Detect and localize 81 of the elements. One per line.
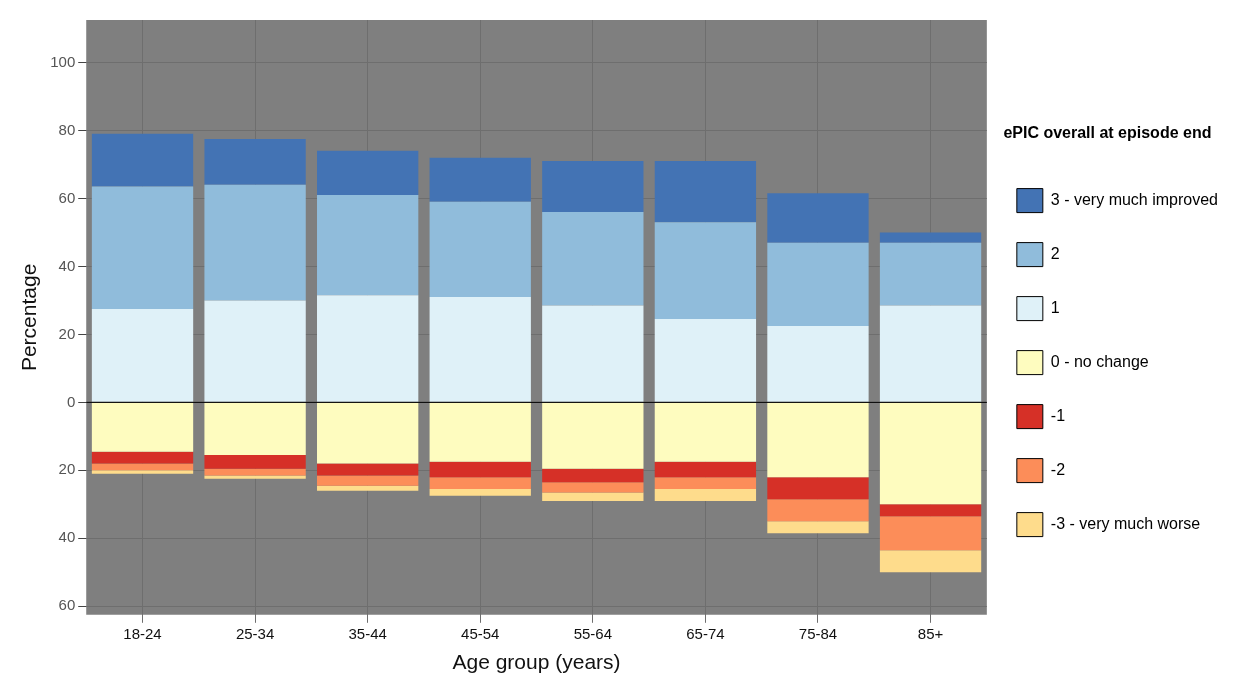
bar	[654, 319, 757, 402]
y-tick-label: 80	[58, 120, 76, 138]
legend-label: -1	[1050, 407, 1066, 425]
bar	[91, 186, 194, 309]
bar	[542, 161, 644, 213]
y-tick-label: 60	[58, 188, 76, 206]
bar	[204, 455, 306, 469]
legend-label: 1	[1050, 299, 1060, 317]
bar	[767, 477, 869, 500]
bar	[317, 485, 419, 491]
bar	[317, 295, 419, 402]
bar	[879, 504, 982, 517]
bar	[429, 477, 531, 490]
legend-label: 0 - no change	[1050, 353, 1149, 371]
bar	[91, 308, 194, 402]
bar	[204, 475, 306, 479]
x-tick-label: 65-74	[686, 624, 725, 642]
bar	[317, 195, 419, 296]
x-tick-label: 18-24	[123, 624, 162, 642]
bar	[429, 157, 531, 202]
x-tick-label: 35-44	[348, 624, 387, 642]
bar	[879, 516, 982, 551]
bar	[542, 212, 644, 306]
bar	[879, 242, 982, 306]
y-tick-label: 60	[58, 596, 76, 614]
bar	[91, 133, 194, 187]
y-axis-title: Percentage	[17, 263, 41, 372]
bar	[317, 402, 419, 464]
bar	[767, 521, 869, 534]
legend-label: -3 - very much worse	[1050, 515, 1201, 533]
y-tick-label: 20	[58, 324, 76, 342]
bar	[204, 300, 306, 402]
bar	[654, 402, 757, 462]
x-tick-label: 75-84	[798, 624, 838, 642]
bar	[767, 242, 869, 326]
bar	[879, 232, 982, 243]
bar	[204, 184, 306, 301]
bar	[654, 222, 757, 320]
x-tick-label: 55-64	[573, 624, 613, 642]
x-tick-label: 25-34	[235, 624, 275, 642]
x-tick-label: 45-54	[461, 624, 500, 642]
bar	[767, 402, 869, 478]
legend-label: 2	[1050, 245, 1060, 263]
bar	[654, 461, 757, 478]
bar	[542, 402, 644, 469]
bar	[429, 402, 531, 462]
legend-label: 3 - very much improved	[1050, 191, 1219, 209]
legend-label: -2	[1050, 461, 1066, 479]
bar	[429, 489, 531, 496]
bar	[542, 492, 644, 501]
bar	[542, 305, 644, 402]
bar	[654, 489, 757, 501]
bar	[429, 201, 531, 298]
bar	[879, 402, 982, 505]
bar	[91, 402, 194, 452]
x-tick-label: 85+	[917, 624, 944, 642]
bar	[542, 468, 644, 483]
y-tick-label: 0	[66, 392, 76, 410]
bar	[654, 161, 757, 223]
y-tick-label: 100	[50, 52, 76, 70]
x-axis-title: Age group (years)	[452, 650, 621, 674]
bar	[91, 451, 194, 464]
bar	[879, 550, 982, 573]
bar	[317, 150, 419, 196]
bar	[542, 482, 644, 493]
bar	[204, 402, 306, 456]
bar	[429, 461, 531, 478]
bar	[204, 138, 306, 185]
y-tick-label: 40	[58, 256, 76, 274]
bar	[317, 475, 419, 486]
bar	[91, 470, 194, 474]
bar	[767, 499, 869, 522]
y-tick-label: 20	[58, 460, 76, 478]
legend-title: ePIC overall at episode end	[1003, 123, 1212, 141]
bar	[654, 477, 757, 490]
bar	[879, 305, 982, 402]
bar	[317, 463, 419, 476]
bar	[429, 297, 531, 402]
bar	[767, 193, 869, 243]
bar	[767, 325, 869, 402]
y-tick-label: 40	[58, 528, 76, 546]
